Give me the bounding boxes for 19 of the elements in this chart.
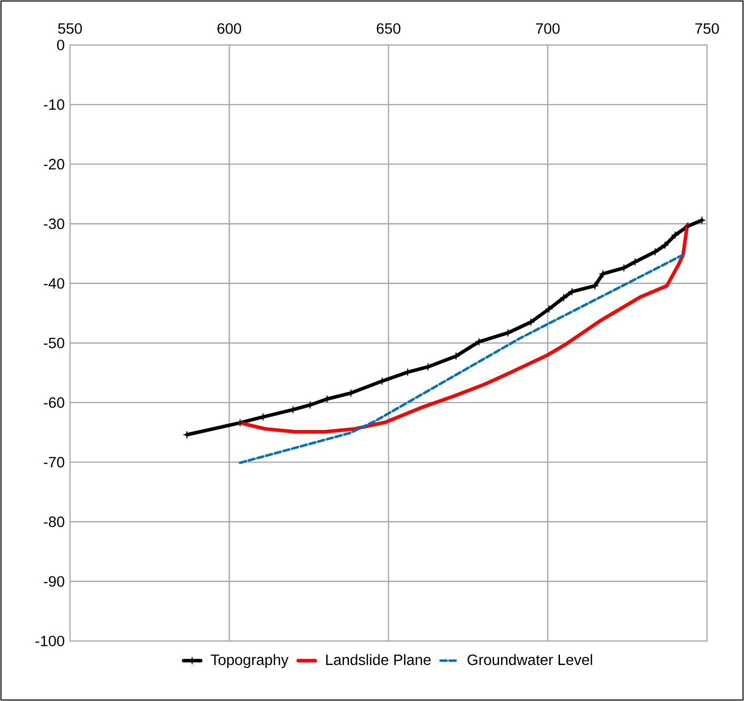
- y-tick-label: -70: [44, 456, 64, 468]
- y-tick-label: -10: [44, 99, 64, 110]
- x-tick-label: 750: [695, 23, 719, 34]
- y-tick-label: -100: [36, 636, 64, 646]
- y-tick-label: -30: [44, 218, 64, 230]
- y-tick-label: -50: [44, 338, 64, 348]
- legend-label: Groundwater Level: [468, 654, 592, 666]
- x-tick-label: 650: [376, 23, 400, 34]
- x-tick-label: 550: [58, 23, 82, 34]
- x-tick-label: 600: [218, 23, 242, 34]
- y-tick-label: -60: [44, 397, 64, 408]
- y-tick-label: -80: [44, 516, 64, 528]
- y-tick-label: 0: [57, 40, 64, 50]
- y-tick-label: -20: [44, 158, 64, 170]
- x-tick-label: 700: [536, 23, 560, 34]
- legend-label: Landslide Plane: [326, 654, 431, 666]
- y-tick-label: -40: [44, 278, 64, 289]
- y-tick-label: -90: [44, 576, 64, 587]
- legend-label: Topography: [210, 654, 288, 668]
